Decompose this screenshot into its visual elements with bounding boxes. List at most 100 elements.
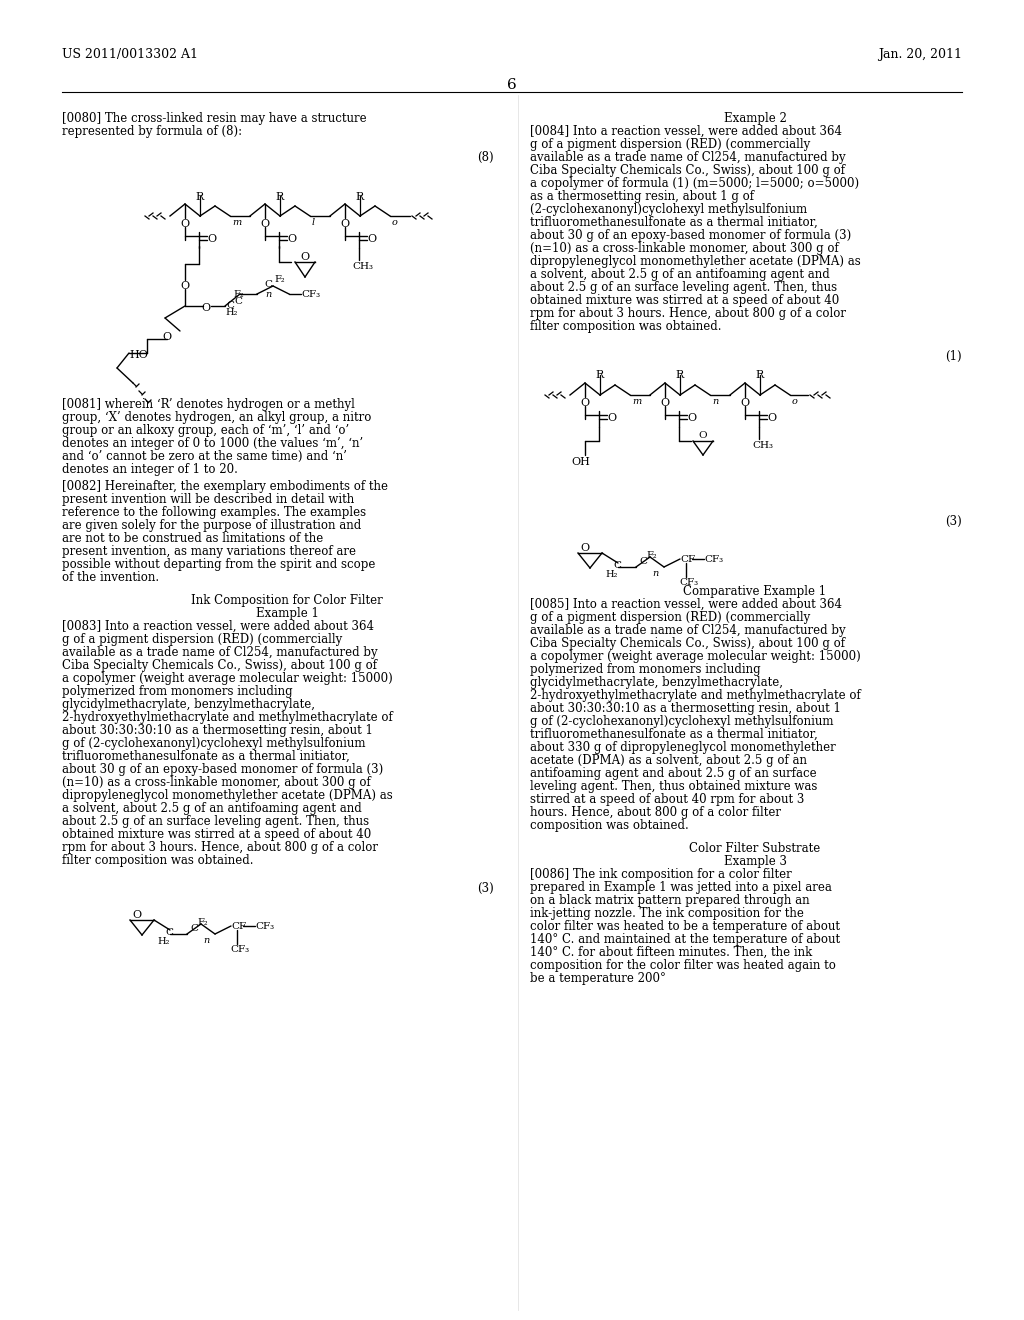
Text: prepared in Example 1 was jetted into a pixel area: prepared in Example 1 was jetted into a … xyxy=(530,880,831,894)
Text: O: O xyxy=(767,413,776,422)
Text: CF₃: CF₃ xyxy=(301,290,321,300)
Text: dipropyleneglycol monomethylether acetate (DPMA) as: dipropyleneglycol monomethylether acetat… xyxy=(530,255,861,268)
Text: leveling agent. Then, thus obtained mixture was: leveling agent. Then, thus obtained mixt… xyxy=(530,780,817,793)
Text: 140° C. for about fifteen minutes. Then, the ink: 140° C. for about fifteen minutes. Then,… xyxy=(530,946,812,960)
Text: CH₃: CH₃ xyxy=(752,441,773,450)
Text: about 2.5 g of an surface leveling agent. Then, thus: about 2.5 g of an surface leveling agent… xyxy=(62,814,369,828)
Text: are not to be construed as limitations of the: are not to be construed as limitations o… xyxy=(62,532,324,545)
Text: reference to the following examples. The examples: reference to the following examples. The… xyxy=(62,506,367,519)
Text: composition was obtained.: composition was obtained. xyxy=(530,818,689,832)
Text: available as a trade name of Cl254, manufactured by: available as a trade name of Cl254, manu… xyxy=(62,645,378,659)
Text: and ‘o’ cannot be zero at the same time) and ‘n’: and ‘o’ cannot be zero at the same time)… xyxy=(62,450,347,463)
Text: a copolymer (weight average molecular weight: 15000): a copolymer (weight average molecular we… xyxy=(530,649,861,663)
Text: (8): (8) xyxy=(477,150,494,164)
Text: O: O xyxy=(607,413,616,422)
Text: are given solely for the purpose of illustration and: are given solely for the purpose of illu… xyxy=(62,519,361,532)
Text: Comparative Example 1: Comparative Example 1 xyxy=(683,585,826,598)
Text: dipropyleneglycol monomethylether acetate (DPMA) as: dipropyleneglycol monomethylether acetat… xyxy=(62,789,393,803)
Text: obtained mixture was stirred at a speed of about 40: obtained mixture was stirred at a speed … xyxy=(530,294,840,308)
Text: CF₃: CF₃ xyxy=(705,554,723,564)
Text: available as a trade name of Cl254, manufactured by: available as a trade name of Cl254, manu… xyxy=(530,624,846,638)
Text: Color Filter Substrate: Color Filter Substrate xyxy=(689,842,820,855)
Text: Example 2: Example 2 xyxy=(724,112,786,125)
Text: [0081] wherein ‘R’ denotes hydrogen or a methyl: [0081] wherein ‘R’ denotes hydrogen or a… xyxy=(62,399,355,411)
Text: a solvent, about 2.5 g of an antifoaming agent and: a solvent, about 2.5 g of an antifoaming… xyxy=(62,803,361,814)
Text: Ink Composition for Color Filter: Ink Composition for Color Filter xyxy=(191,594,383,607)
Text: polymerized from monomers including: polymerized from monomers including xyxy=(530,663,761,676)
Text: 6: 6 xyxy=(507,78,517,92)
Text: R: R xyxy=(275,191,284,202)
Text: g of a pigment dispersion (RED) (commercially: g of a pigment dispersion (RED) (commerc… xyxy=(62,634,342,645)
Text: (n=10) as a cross-linkable monomer, about 300 g of: (n=10) as a cross-linkable monomer, abou… xyxy=(62,776,371,789)
Text: group or an alkoxy group, each of ‘m’, ‘l’ and ‘o’: group or an alkoxy group, each of ‘m’, ‘… xyxy=(62,424,349,437)
Text: about 30:30:30:10 as a thermosetting resin, about 1: about 30:30:30:10 as a thermosetting res… xyxy=(530,702,841,715)
Text: rpm for about 3 hours. Hence, about 800 g of a color: rpm for about 3 hours. Hence, about 800 … xyxy=(530,308,846,319)
Text: R: R xyxy=(756,370,764,380)
Text: H₂: H₂ xyxy=(225,308,238,317)
Text: m: m xyxy=(232,218,242,227)
Text: possible without departing from the spirit and scope: possible without departing from the spir… xyxy=(62,558,376,572)
Text: R: R xyxy=(356,191,365,202)
Text: n: n xyxy=(265,290,271,300)
Text: R: R xyxy=(676,370,684,380)
Text: g of (2-cyclohexanonyl)cyclohexyl methylsulfonium: g of (2-cyclohexanonyl)cyclohexyl methyl… xyxy=(62,737,366,750)
Text: g of a pigment dispersion (RED) (commercially: g of a pigment dispersion (RED) (commerc… xyxy=(530,139,810,150)
Text: about 30:30:30:10 as a thermosetting resin, about 1: about 30:30:30:10 as a thermosetting res… xyxy=(62,723,373,737)
Text: O: O xyxy=(367,234,376,244)
Text: (1): (1) xyxy=(945,350,962,363)
Text: about 330 g of dipropyleneglycol monomethylether: about 330 g of dipropyleneglycol monomet… xyxy=(530,741,836,754)
Text: m: m xyxy=(632,397,641,407)
Text: CF: CF xyxy=(231,921,246,931)
Text: O: O xyxy=(660,399,670,408)
Text: C: C xyxy=(613,561,621,570)
Text: C: C xyxy=(190,924,198,933)
Text: 2-hydroxyethylmethacrylate and methylmethacrylate of: 2-hydroxyethylmethacrylate and methylmet… xyxy=(530,689,861,702)
Text: CH₃: CH₃ xyxy=(352,261,373,271)
Text: F₂: F₂ xyxy=(274,275,285,284)
Text: filter composition was obtained.: filter composition was obtained. xyxy=(530,319,722,333)
Text: glycidylmethacrylate, benzylmethacrylate,: glycidylmethacrylate, benzylmethacrylate… xyxy=(62,698,315,711)
Text: C: C xyxy=(639,557,647,566)
Text: F₂: F₂ xyxy=(197,917,208,927)
Text: a solvent, about 2.5 g of an antifoaming agent and: a solvent, about 2.5 g of an antifoaming… xyxy=(530,268,829,281)
Text: n: n xyxy=(712,397,718,407)
Text: O: O xyxy=(287,234,296,244)
Text: US 2011/0013302 A1: US 2011/0013302 A1 xyxy=(62,48,198,61)
Text: CF₃: CF₃ xyxy=(255,921,274,931)
Text: H₂: H₂ xyxy=(606,570,618,579)
Text: O: O xyxy=(207,234,216,244)
Text: available as a trade name of Cl254, manufactured by: available as a trade name of Cl254, manu… xyxy=(530,150,846,164)
Text: CF: CF xyxy=(680,554,695,564)
Text: filter composition was obtained.: filter composition was obtained. xyxy=(62,854,254,867)
Text: O: O xyxy=(300,252,309,261)
Text: present invention, as many variations thereof are: present invention, as many variations th… xyxy=(62,545,356,558)
Text: hours. Hence, about 800 g of a color filter: hours. Hence, about 800 g of a color fil… xyxy=(530,807,781,818)
Text: O: O xyxy=(180,281,189,290)
Text: Ciba Specialty Chemicals Co., Swiss), about 100 g of: Ciba Specialty Chemicals Co., Swiss), ab… xyxy=(530,638,845,649)
Text: composition for the color filter was heated again to: composition for the color filter was hea… xyxy=(530,960,836,972)
Text: (n=10) as a cross-linkable monomer, about 300 g of: (n=10) as a cross-linkable monomer, abou… xyxy=(530,242,839,255)
Text: Ciba Specialty Chemicals Co., Swiss), about 100 g of: Ciba Specialty Chemicals Co., Swiss), ab… xyxy=(530,164,845,177)
Text: O: O xyxy=(260,219,269,228)
Text: O: O xyxy=(340,219,349,228)
Text: Ciba Specialty Chemicals Co., Swiss), about 100 g of: Ciba Specialty Chemicals Co., Swiss), ab… xyxy=(62,659,377,672)
Text: [0083] Into a reaction vessel, were added about 364: [0083] Into a reaction vessel, were adde… xyxy=(62,620,374,634)
Text: l: l xyxy=(312,218,315,227)
Text: C: C xyxy=(234,297,242,306)
Text: represented by formula of (8):: represented by formula of (8): xyxy=(62,125,242,139)
Text: [0084] Into a reaction vessel, were added about 364: [0084] Into a reaction vessel, were adde… xyxy=(530,125,842,139)
Text: as a thermosetting resin, about 1 g of: as a thermosetting resin, about 1 g of xyxy=(530,190,754,203)
Text: a copolymer of formula (1) (m=5000; l=5000; o=5000): a copolymer of formula (1) (m=5000; l=50… xyxy=(530,177,859,190)
Text: (3): (3) xyxy=(945,515,962,528)
Text: O: O xyxy=(581,399,590,408)
Text: Jan. 20, 2011: Jan. 20, 2011 xyxy=(878,48,962,61)
Text: 140° C. and maintained at the temperature of about: 140° C. and maintained at the temperatur… xyxy=(530,933,840,946)
Text: C: C xyxy=(264,280,272,289)
Text: present invention will be described in detail with: present invention will be described in d… xyxy=(62,492,354,506)
Text: ink-jetting nozzle. The ink composition for the: ink-jetting nozzle. The ink composition … xyxy=(530,907,804,920)
Text: HO: HO xyxy=(129,350,147,360)
Text: OH: OH xyxy=(571,457,590,467)
Text: acetate (DPMA) as a solvent, about 2.5 g of an: acetate (DPMA) as a solvent, about 2.5 g… xyxy=(530,754,807,767)
Text: rpm for about 3 hours. Hence, about 800 g of a color: rpm for about 3 hours. Hence, about 800 … xyxy=(62,841,378,854)
Text: [0082] Hereinafter, the exemplary embodiments of the: [0082] Hereinafter, the exemplary embodi… xyxy=(62,480,388,492)
